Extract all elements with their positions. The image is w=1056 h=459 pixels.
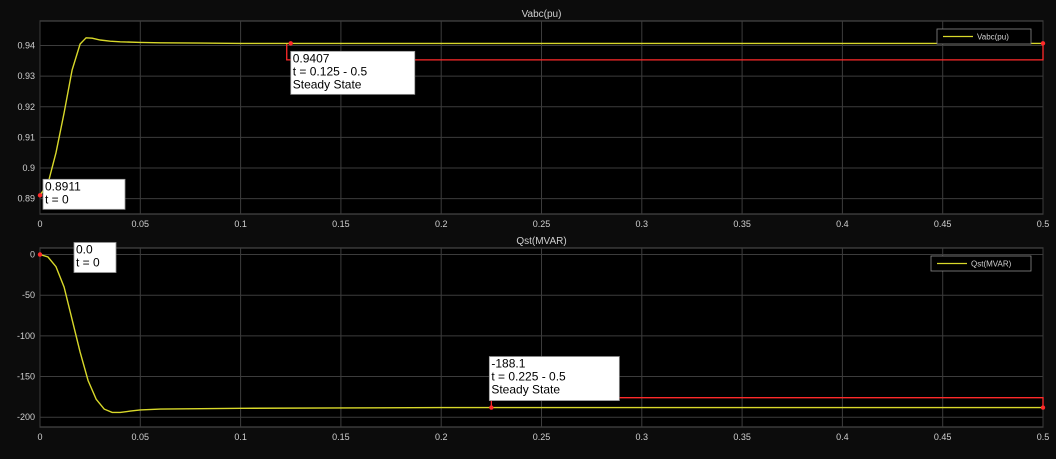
y-tick-label: -100 (17, 331, 35, 341)
annotation-box (73, 242, 117, 273)
annotation-text: Steady State (293, 77, 362, 91)
annotation-box (488, 356, 620, 401)
y-tick-label: 0.93 (17, 71, 35, 81)
x-tick-label: 0.25 (533, 219, 551, 229)
plot-panel: 0 0.05 0.1 0.15 0.2 0.25 0.3 0.35 0.4 0.45 0.5 0.89… (17, 9, 1049, 229)
annotation-text: -188.1 (491, 357, 525, 371)
x-tick-label: 0.4 (836, 432, 849, 442)
x-tick-label: 0.15 (332, 219, 350, 229)
annotation-text: t = 0.225 - 0.5 (491, 370, 566, 384)
annotation-box (290, 50, 416, 95)
y-tick-label: 0.9 (22, 163, 35, 173)
y-tick-label: 0.89 (17, 194, 35, 204)
x-tick-label: 0.1 (234, 219, 247, 229)
steady-state-bracket (490, 397, 1044, 408)
x-tick-label: 0.2 (435, 219, 448, 229)
x-tick-label: 0.1 (234, 432, 247, 442)
annotation-text: t = 0 (45, 192, 69, 206)
y-tick-label: -150 (17, 372, 35, 382)
chart-title: Vabc(pu) (522, 9, 562, 20)
x-tick-label: 0.35 (733, 432, 751, 442)
annotation-text: 0.0 (76, 243, 93, 257)
y-tick-label: 0.92 (17, 102, 35, 112)
series-line (39, 37, 1043, 196)
plot-panel: 0 0.05 0.1 0.15 0.2 0.25 0.3 0.35 0.4 0.45 0.5 0 -50… (17, 236, 1049, 442)
y-tick-label: 0.94 (17, 41, 35, 51)
x-tick-label: 0.15 (332, 432, 350, 442)
x-tick-label: 0.3 (636, 432, 649, 442)
data-marker (1040, 405, 1046, 410)
annotation-text: 0.8911 (45, 179, 81, 193)
chart-title: Qst(MVAR) (516, 236, 566, 247)
y-tick-label: 0 (30, 250, 35, 260)
x-tick-label: 0 (37, 432, 42, 442)
steady-state-bracket (286, 43, 1044, 61)
data-marker (37, 252, 43, 257)
y-tick-label: 0.91 (17, 132, 35, 142)
legend-box (930, 255, 1032, 272)
annotation-text: t = 0 (76, 256, 100, 270)
legend-box (936, 28, 1032, 45)
annotation-text: Steady State (491, 383, 560, 397)
data-marker (489, 405, 494, 410)
x-tick-label: 0.45 (934, 432, 952, 442)
x-tick-label: 0.05 (132, 219, 150, 229)
x-tick-label: 0.05 (132, 432, 150, 442)
x-tick-label: 0.25 (533, 432, 551, 442)
data-marker (37, 193, 43, 198)
x-tick-label: 0.5 (1037, 219, 1050, 229)
x-tick-label: 0.2 (435, 432, 448, 442)
x-tick-label: 0.5 (1037, 432, 1050, 442)
data-marker (1040, 41, 1046, 46)
y-tick-label: -50 (22, 290, 35, 300)
legend-label: Qst(MVAR) (971, 260, 1012, 269)
annotation-text: t = 0.125 - 0.5 (293, 64, 368, 78)
annotation-text: 0.9407 (293, 51, 330, 65)
y-tick-label: -200 (17, 412, 35, 422)
x-tick-label: 0 (37, 219, 42, 229)
annotation-box (42, 178, 126, 210)
legend-label: Vabc(pu) (977, 33, 1009, 42)
x-tick-label: 0.35 (733, 219, 751, 229)
data-marker (288, 41, 293, 46)
x-tick-label: 0.45 (934, 219, 952, 229)
x-tick-label: 0.3 (636, 219, 649, 229)
x-tick-label: 0.4 (836, 219, 849, 229)
